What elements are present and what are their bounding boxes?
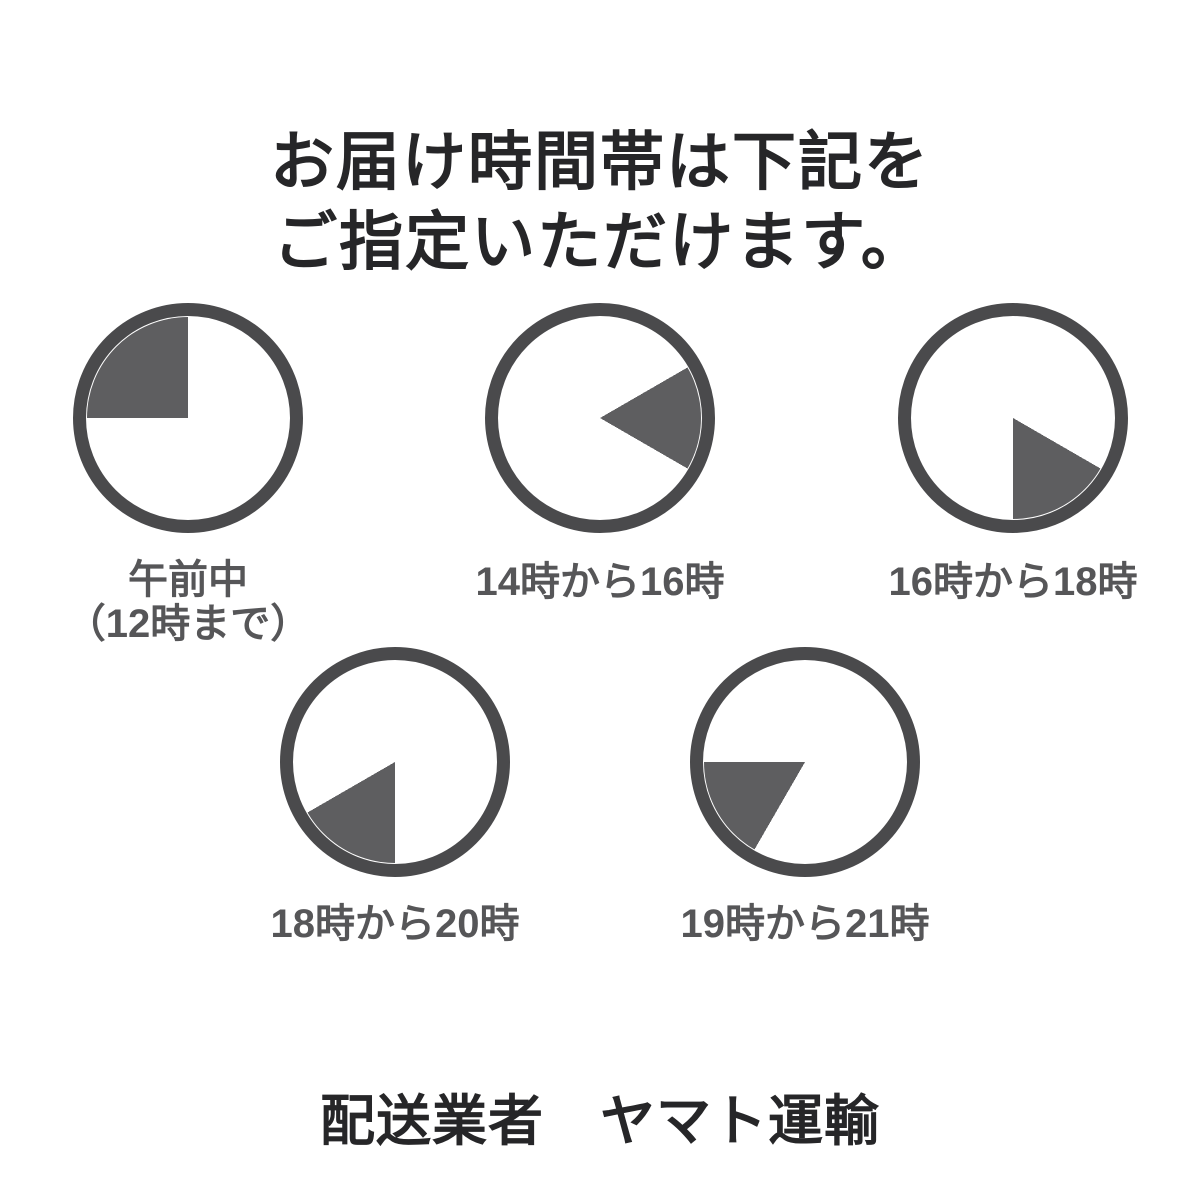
clock-wedge-14-16	[499, 317, 701, 519]
slot-label-line-1: 午前中	[128, 558, 248, 602]
slot-label-line-1: 16時から18時	[888, 560, 1138, 604]
slot-label-16-18: 16時から18時	[783, 560, 1200, 604]
clock-wedge-16-18	[912, 317, 1114, 519]
slot-label-line-1: 18時から20時	[270, 902, 520, 946]
slot-label-line-2: （12時まで）	[65, 602, 311, 646]
shipping-carrier-text: 配送業者 ヤマト運輸	[319, 1090, 880, 1152]
slot-label-19-21: 19時から21時	[575, 902, 1035, 946]
clock-icon-16-18	[898, 303, 1128, 533]
slot-label-morning: 午前中 （12時まで）	[0, 558, 418, 646]
clock-icon-14-16	[485, 303, 715, 533]
slot-label-line-1: 19時から21時	[680, 902, 930, 946]
slot-label-14-16: 14時から16時	[370, 560, 830, 604]
clock-icon-19-21	[690, 647, 920, 877]
clock-wedge-18-20	[294, 661, 496, 863]
clock-icon-morning	[73, 303, 303, 533]
title-line-1: お届け時間帯は下記を	[270, 126, 930, 198]
clock-wedge-morning	[87, 317, 289, 519]
clock-icon-18-20	[280, 647, 510, 877]
slot-label-line-1: 14時から16時	[475, 560, 725, 604]
slot-label-18-20: 18時から20時	[165, 902, 625, 946]
title-line-2: ご指定いただけます。	[273, 206, 927, 278]
clock-wedge-19-21	[704, 661, 906, 863]
page-title: お届け時間帯は下記を ご指定いただけます。	[0, 122, 1200, 282]
